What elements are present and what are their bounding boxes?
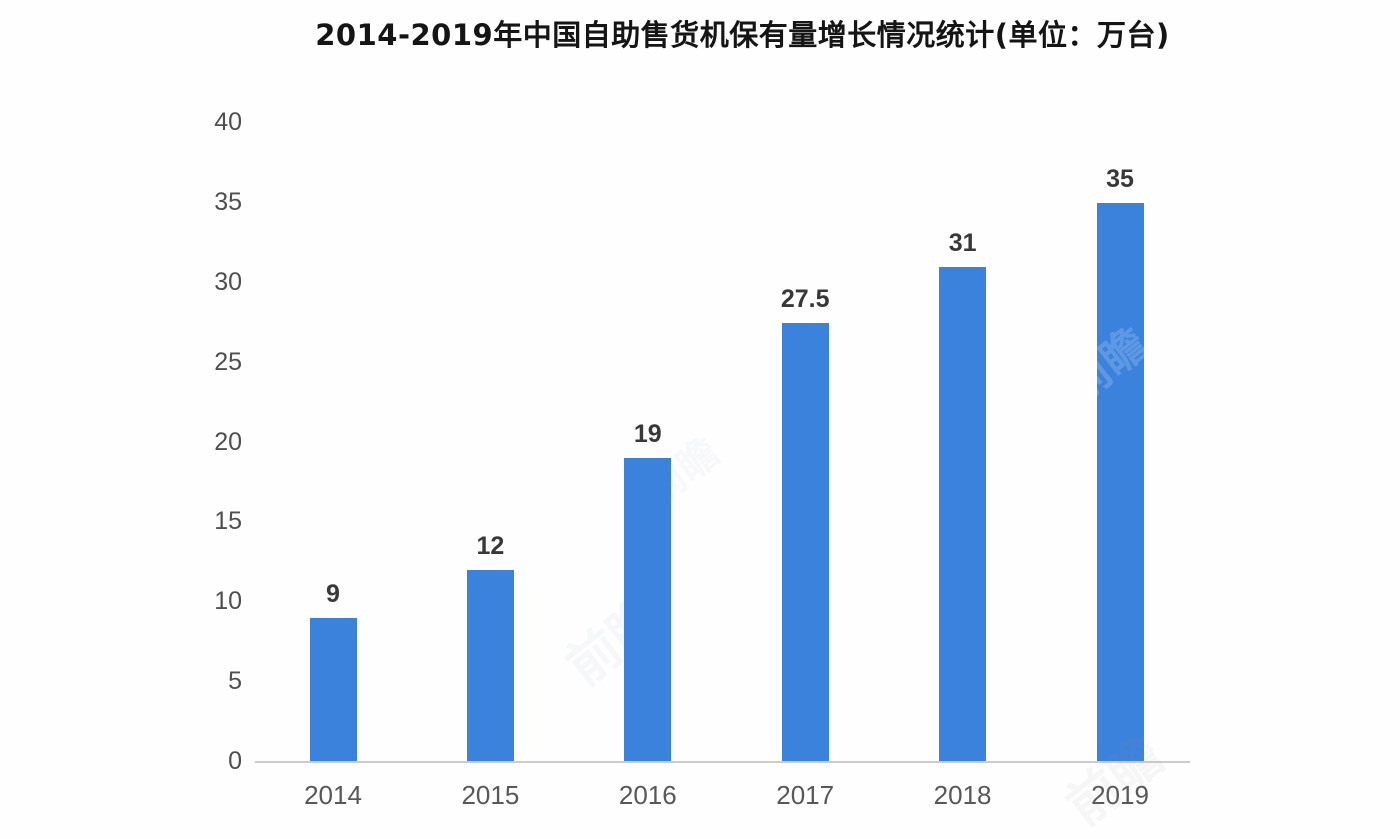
bar-value-label: 19	[633, 420, 662, 449]
y-tick-label: 0	[228, 747, 242, 775]
y-tick-label: 20	[214, 427, 242, 456]
bar-2018	[939, 266, 987, 762]
y-tick-label: 5	[228, 667, 242, 696]
y-tick-label: 25	[214, 347, 242, 376]
bar-2014	[309, 618, 357, 762]
bar-2015	[466, 570, 514, 762]
x-tick-label: 2015	[461, 780, 520, 810]
bar-2016	[624, 458, 672, 762]
bar-2019	[1096, 202, 1144, 762]
x-tick-label: 2019	[1091, 780, 1149, 810]
y-tick-label: 15	[214, 507, 242, 536]
bar-value-label: 27.5	[780, 284, 830, 313]
bar-value-label: 35	[1106, 164, 1134, 193]
bar-2017	[781, 322, 829, 762]
bar-value-label: 31	[948, 228, 977, 257]
x-axis-line	[255, 761, 1190, 763]
x-tick-label: 2018	[933, 780, 992, 810]
x-tick-label: 2016	[618, 780, 677, 810]
y-tick-label: 30	[214, 267, 242, 296]
y-tick-label: 40	[214, 108, 242, 136]
y-tick-label: 10	[214, 587, 242, 616]
x-tick-label: 2017	[776, 780, 835, 810]
y-tick-label: 35	[214, 187, 242, 216]
bar-value-label: 9	[326, 580, 340, 609]
chart-title: 2014-2019年中国自助售货机保有量增长情况统计(单位：万台)	[315, 18, 1170, 52]
x-tick-label: 2014	[304, 780, 362, 810]
bar-value-label: 12	[476, 532, 505, 561]
